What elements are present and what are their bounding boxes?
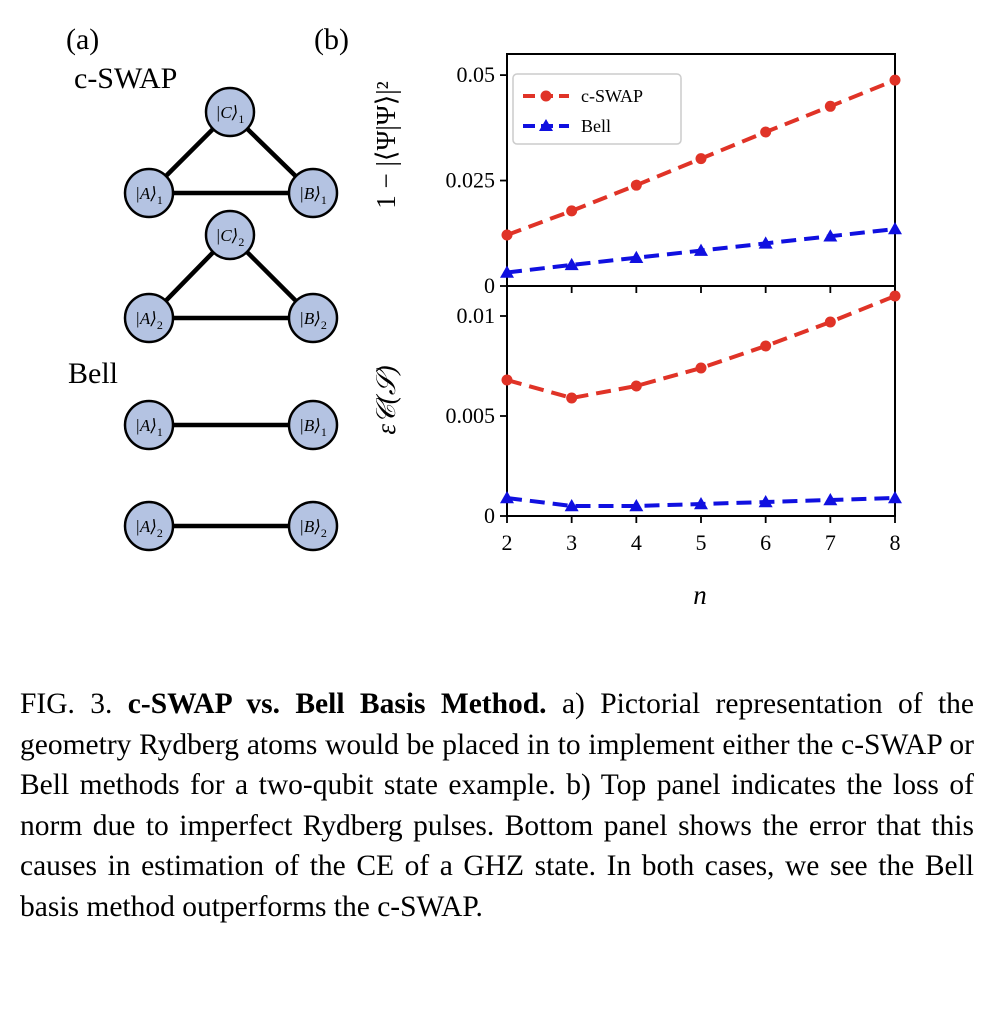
bell-group-label: Bell [68, 357, 118, 390]
panel-a-tag: (a) [66, 23, 99, 56]
caption-body: a) Pictorial representation of the geome… [20, 688, 974, 923]
cswap-group-label: c-SWAP [74, 62, 177, 95]
svg-text:|B⟩2: |B⟩2 [299, 309, 327, 332]
node-bell-a2: |A⟩2 [123, 500, 175, 552]
panel-bottom-series-1-point [888, 491, 902, 504]
panel-bottom-series-0-point [695, 362, 707, 374]
svg-text:|B⟩1: |B⟩1 [299, 416, 327, 439]
svg-text:|C⟩1: |C⟩1 [216, 103, 245, 126]
panel-bottom-xtick-label: 2 [502, 530, 513, 555]
svg-text:|A⟩1: |A⟩1 [135, 184, 163, 207]
svg-text:|C⟩2: |C⟩2 [216, 226, 245, 249]
node-a1: |A⟩1 [123, 167, 175, 219]
figure-caption: FIG. 3. c-SWAP vs. Bell Basis Method. a)… [20, 684, 974, 928]
panel-top-series-1-point [629, 250, 644, 263]
svg-text:|B⟩1: |B⟩1 [299, 184, 327, 207]
panel-bottom-series-1-point [500, 491, 514, 504]
x-axis-title: n [693, 580, 707, 610]
panel-bottom-xtick-label: 8 [890, 530, 901, 555]
bottom-y-axis-title: ε𝒞(𝒮) [371, 365, 401, 434]
panel-top-series-1-point [758, 236, 773, 249]
panel-bottom-series-1-point [564, 499, 579, 512]
panel-bottom-ytick-label: 0 [484, 503, 495, 528]
panel-top-series-1-point [888, 222, 902, 235]
caption-label: FIG. 3. [20, 688, 113, 720]
panel-top-ytick-label: 0.05 [457, 62, 496, 87]
figure-3: (a) c-SWAP Bell |C⟩1 |A⟩1 |B⟩1 |C⟩2 [66, 23, 902, 610]
svg-text:|A⟩1: |A⟩1 [135, 416, 163, 439]
panel-top-legend-marker-0 [540, 90, 552, 102]
panel-b-tag: (b) [314, 23, 349, 56]
panel-bottom-xtick-label: 7 [825, 530, 836, 555]
panel-top-series-0-point [695, 153, 707, 165]
panel-bottom-series-1-point [694, 497, 708, 510]
node-b1: |B⟩1 [287, 167, 339, 219]
panel-top-series-0-point [760, 126, 772, 138]
panel-top-legend-marker-1 [539, 119, 553, 131]
panel-top-series-1-point [694, 243, 708, 256]
panel-top-legend-label-1: Bell [581, 116, 611, 136]
panel-bottom-xtick-label: 5 [696, 530, 707, 555]
top-y-axis-title: 1 − |⟨Ψ|Ψ⟩|² [371, 81, 401, 208]
panel-bottom-series-0-point [630, 380, 642, 392]
node-bell-a1: |A⟩1 [123, 399, 175, 451]
svg-text:|A⟩2: |A⟩2 [135, 517, 163, 540]
svg-text:|A⟩2: |A⟩2 [135, 309, 163, 332]
panel-top-series-1-point [823, 229, 838, 242]
chart-bottom-error: 0 0.005 0.01 2 3 4 5 6 7 8 [446, 285, 902, 555]
panel-bottom-series-0-line [506, 294, 896, 401]
panel-bottom-series-0-point [501, 374, 513, 386]
panel-top-ytick-label: 0 [484, 273, 495, 298]
node-c2: |C⟩2 [204, 209, 256, 261]
node-c1: |C⟩1 [204, 86, 256, 138]
panel-a: (a) c-SWAP Bell |C⟩1 |A⟩1 |B⟩1 |C⟩2 [66, 23, 339, 552]
chart-top-norm-loss: 0 0.025 0.05 c-SWAP Bell [446, 53, 902, 298]
node-bell-b2: |B⟩2 [287, 500, 339, 552]
panel-top-legend-label-0: c-SWAP [581, 86, 643, 106]
node-a2: |A⟩2 [123, 292, 175, 344]
panel-bottom-xtick-label: 3 [566, 530, 577, 555]
svg-text:|B⟩2: |B⟩2 [299, 517, 327, 540]
panel-bottom-series-1-point [758, 495, 773, 508]
panel-top-ytick-label: 0.025 [446, 168, 496, 193]
node-bell-b1: |B⟩1 [287, 399, 339, 451]
panel-bottom-series-0-point [566, 392, 578, 404]
node-b2: |B⟩2 [287, 292, 339, 344]
panel-bottom-series-0-point [760, 340, 772, 352]
panel-top-series-0-point [824, 100, 836, 112]
panel-bottom-frame [506, 285, 896, 517]
panel-top-legend-box [512, 73, 682, 145]
caption-title: c-SWAP vs. Bell Basis Method. [127, 688, 547, 720]
panel-top-series-0-point [630, 179, 642, 191]
panel-top-series-0-point [501, 229, 513, 241]
panel-top-series-1-point [500, 265, 514, 278]
panel-bottom-series-1-point [823, 493, 838, 506]
panel-top-series-0-point [889, 74, 901, 86]
panel-top-series-1-point [564, 257, 579, 271]
panel-bottom-ytick-label: 0.005 [446, 403, 496, 428]
panel-bottom-series-0-point [824, 316, 836, 328]
panel-bottom-series-0-point [889, 290, 901, 302]
panel-bottom-xtick-label: 4 [631, 530, 642, 555]
panel-bottom-series-1-point [629, 499, 644, 512]
panel-top-series-0-point [566, 205, 578, 217]
panel-bottom-xtick-label: 6 [760, 530, 771, 555]
panel-bottom-ytick-label: 0.01 [457, 303, 496, 328]
